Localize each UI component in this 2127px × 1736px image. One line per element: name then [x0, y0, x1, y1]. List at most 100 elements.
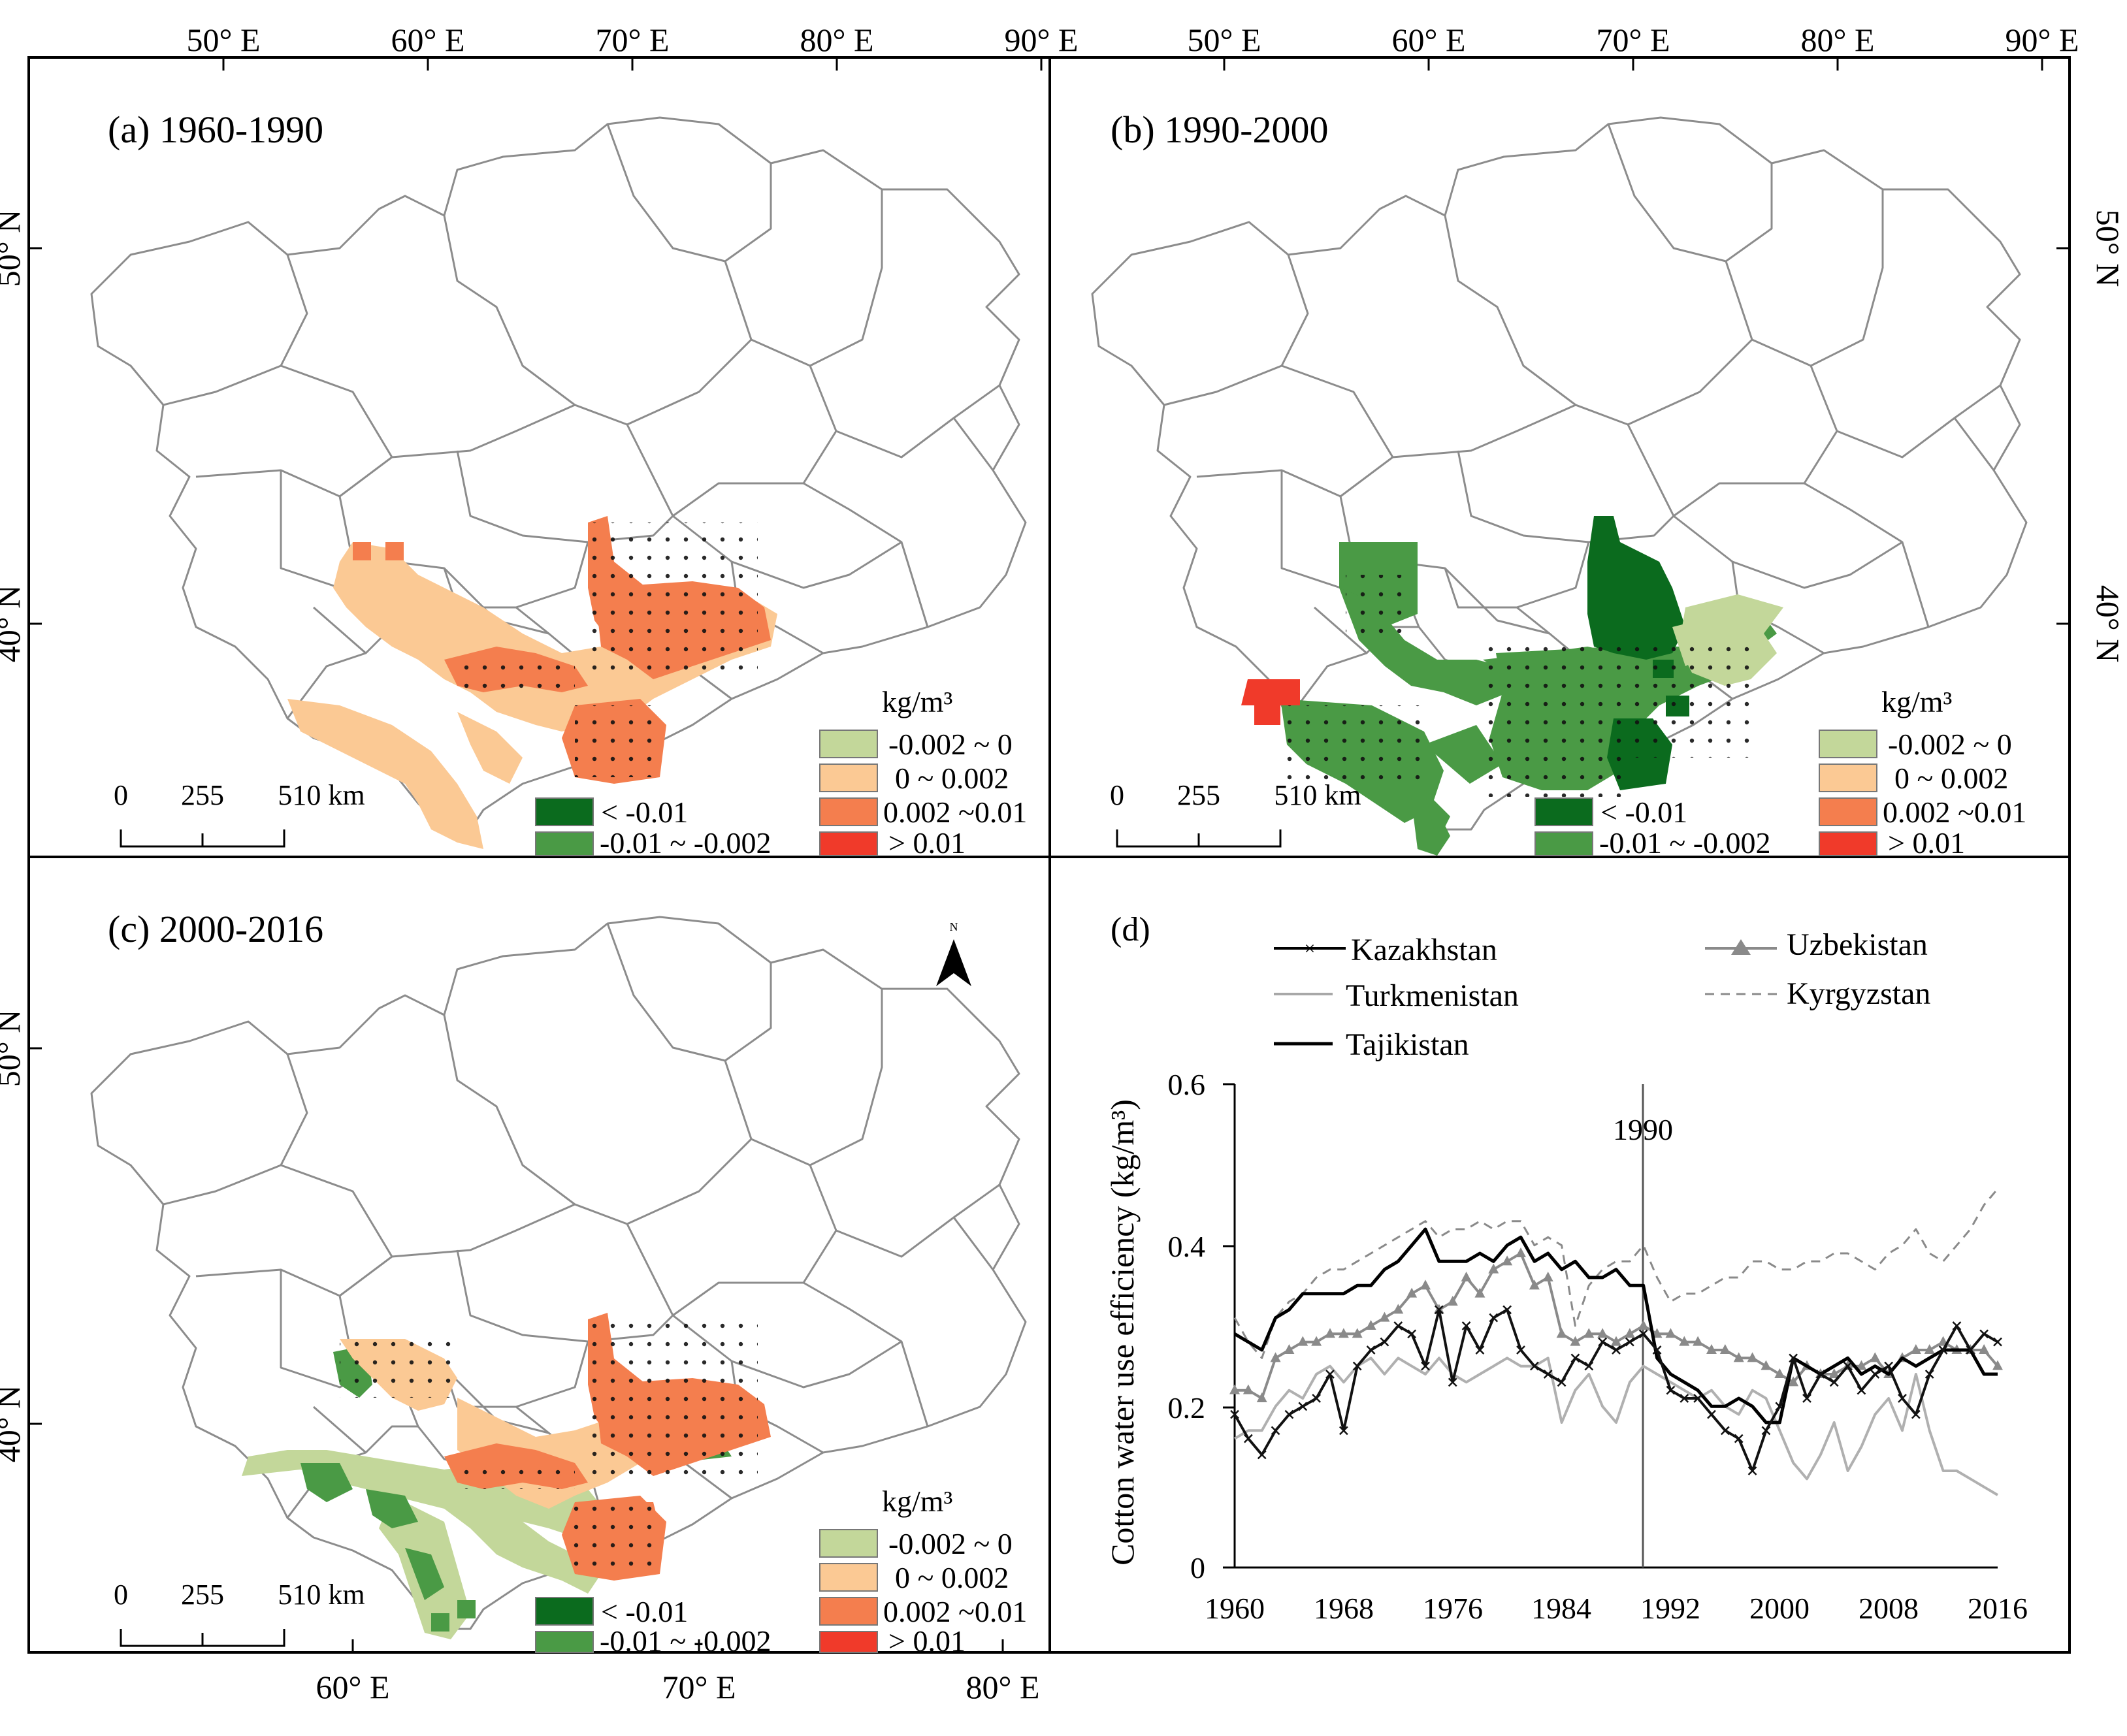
legend-label: < -0.01 [601, 1595, 688, 1628]
legend-unit: kg/m³ [882, 685, 952, 718]
scale-bar-c: 0 255 510 km [114, 1579, 365, 1647]
lon-tick-label: 90° E [1004, 22, 1078, 58]
legend-label: 0 ~ 0.002 [1894, 762, 2008, 795]
data-point-kazakhstan [1325, 1370, 1335, 1379]
scale-tick-label: 510 km [1274, 779, 1361, 811]
data-point-uzbekistan [1761, 1360, 1772, 1370]
lon-tick-label: 60° E [1391, 22, 1465, 58]
legend-label: 0.002 ~0.01 [1883, 796, 2026, 829]
reference-line-label: 1990 [1613, 1113, 1673, 1146]
data-point-kazakhstan [1557, 1377, 1567, 1387]
lat-tick-label: 40° N [0, 585, 27, 663]
data-point-kazakhstan [1979, 1329, 1989, 1339]
data-point-kazakhstan [1857, 1385, 1866, 1395]
legend-label: -0.01 ~ -0.002 [600, 826, 771, 860]
data-point-uzbekistan [1365, 1320, 1376, 1330]
map-panel-a: (a) 1960-1990 0 255 510 km kg/m³ [90, 108, 1027, 860]
data-point-kazakhstan [1761, 1426, 1771, 1436]
data-point-uzbekistan [1556, 1328, 1567, 1338]
data-point-uzbekistan [1665, 1328, 1676, 1338]
legend-swatch [1819, 797, 1877, 826]
legend-swatch [1534, 831, 1593, 856]
legend-label: Uzbekistan [1787, 927, 1928, 962]
data-point-kazakhstan [1461, 1321, 1471, 1330]
north-arrow: N [936, 920, 971, 986]
data-point-uzbekistan [1583, 1328, 1595, 1338]
data-point-uzbekistan [1924, 1344, 1935, 1354]
data-point-kazakhstan [1475, 1345, 1485, 1355]
data-point-kazakhstan [1775, 1402, 1785, 1411]
data-point-kazakhstan [1516, 1345, 1525, 1355]
data-point-uzbekistan [1352, 1328, 1363, 1338]
data-point-uzbekistan [1570, 1336, 1581, 1346]
series-line-turkmenistan [1233, 1357, 1999, 1496]
legend-swatch [1534, 797, 1593, 826]
legend-label: -0.01 ~ -0.002 [600, 1624, 771, 1658]
data-point-kazakhstan [1271, 1426, 1280, 1436]
significance-dots [575, 705, 653, 777]
data-point-kazakhstan [1489, 1313, 1499, 1323]
legend-entry-uzbekistan: Uzbekistan [1705, 927, 1928, 962]
significance-dots [562, 1502, 653, 1574]
x-tick-label: 2016 [1968, 1592, 2028, 1625]
series-line-kyrgyzstan [1233, 1188, 1999, 1359]
data-point-uzbekistan [1910, 1344, 1921, 1354]
legend-label: Tajikistan [1346, 1027, 1469, 1062]
data-point-uzbekistan [1256, 1392, 1267, 1402]
data-point-kazakhstan [1312, 1394, 1322, 1403]
series-layer [1229, 1188, 2003, 1496]
legend-b: kg/m³ -0.002 ~ 0 0 ~ 0.002 0.002 ~0.01 >… [1534, 685, 2026, 860]
lon-tick-label: 80° E [800, 22, 873, 58]
significance-dots [588, 1319, 758, 1476]
lat-tick-label: 40° N [2090, 585, 2126, 663]
legend-swatch [819, 1529, 878, 1558]
data-point-kazakhstan [1339, 1426, 1348, 1436]
data-point-uzbekistan [1679, 1336, 1690, 1346]
legend-label: < -0.01 [601, 796, 688, 829]
legend-swatch [819, 1563, 878, 1592]
y-tick-label: 0.6 [1168, 1068, 1206, 1101]
data-point-kazakhstan [1911, 1409, 1921, 1419]
lon-tick-label: 70° E [662, 1669, 736, 1705]
lat-tick-label: 50° N [0, 210, 27, 287]
legend-label: Kazakhstan [1351, 933, 1497, 967]
lon-tick-label: 60° E [391, 22, 464, 58]
legend-label: -0.002 ~ 0 [888, 728, 1013, 761]
scale-tick-label: 510 km [278, 1579, 365, 1611]
x-tick-label: 1976 [1423, 1592, 1483, 1625]
scale-tick-label: 0 [114, 1579, 128, 1611]
legend-swatch [819, 1631, 878, 1653]
data-point-kazakhstan [1966, 1345, 1975, 1355]
data-point-kazakhstan [1434, 1305, 1444, 1315]
data-point-uzbekistan [1297, 1336, 1308, 1346]
legend-label: 0.002 ~0.01 [883, 796, 1027, 829]
data-point-kazakhstan [1284, 1409, 1294, 1419]
x-tick-label: 1992 [1640, 1592, 1700, 1625]
data-point-uzbekistan [1992, 1360, 2003, 1370]
data-point-uzbekistan [1638, 1320, 1649, 1330]
data-point-kazakhstan [1448, 1377, 1457, 1387]
legend-unit: kg/m³ [882, 1485, 952, 1518]
scale-tick-label: 0 [114, 779, 128, 811]
scale-tick-label: 255 [1177, 779, 1220, 811]
lat-tick-label: 50° N [2090, 210, 2126, 287]
data-point-uzbekistan [1284, 1344, 1295, 1354]
data-point-kazakhstan [1843, 1361, 1853, 1371]
data-point-uzbekistan [1624, 1328, 1635, 1338]
data-point-kazakhstan [1543, 1370, 1553, 1379]
data-point-kazakhstan [1366, 1345, 1376, 1355]
y-tick-label: 0.2 [1168, 1391, 1206, 1424]
significance-dots [457, 660, 575, 692]
data-point-uzbekistan [1502, 1255, 1513, 1266]
data-point-kazakhstan [1380, 1337, 1389, 1347]
legend-swatch [1819, 831, 1877, 856]
legend-label: > 0.01 [888, 826, 966, 860]
data-point-uzbekistan [1406, 1287, 1418, 1298]
legend-label: -0.01 ~ -0.002 [1599, 826, 1771, 860]
y-ticks: 0 0.2 0.4 0.6 [1168, 1068, 1235, 1584]
series-line-tajikistan [1233, 1227, 1998, 1424]
data-point-uzbekistan [1379, 1311, 1390, 1322]
data-point-uzbekistan [1611, 1336, 1621, 1346]
data-point-kazakhstan [1952, 1321, 1962, 1330]
